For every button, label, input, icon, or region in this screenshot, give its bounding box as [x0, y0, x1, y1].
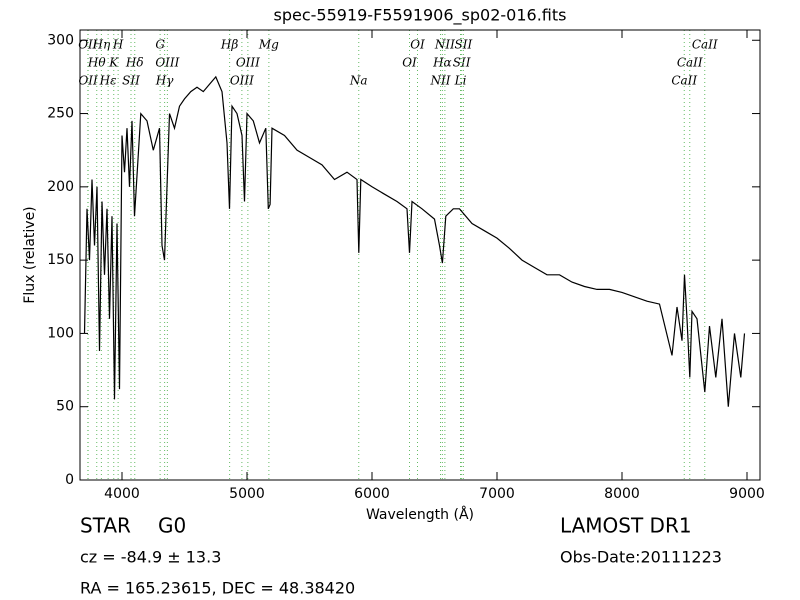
- spectral-line-label: Hθ: [87, 56, 106, 70]
- spectral-line-label: CaII: [692, 38, 718, 52]
- spectral-line-label: Hγ: [155, 74, 174, 88]
- spectral-line-label: SII: [455, 38, 473, 52]
- x-tick-label: 8000: [604, 486, 640, 502]
- spectral-line-label: G: [155, 38, 165, 52]
- y-tick-label: 200: [47, 179, 74, 195]
- spectral-line-label: Li: [454, 74, 467, 88]
- spectral-line-label: H: [112, 38, 124, 52]
- x-tick-label: 9000: [729, 486, 765, 502]
- x-tick-label: 5000: [229, 486, 265, 502]
- spectral-line-label: OIII: [155, 56, 179, 70]
- spectral-line-label: K: [108, 56, 119, 70]
- spectral-line-label: Hα: [432, 56, 452, 70]
- redshift: cz = -84.9 ± 13.3: [80, 548, 221, 567]
- spectral-line-label: Hβ: [220, 38, 238, 52]
- spectral-line-label: SII: [122, 74, 140, 88]
- y-tick-label: 250: [47, 106, 74, 122]
- x-axis-label: Wavelength (Å): [366, 506, 474, 523]
- y-tick-label: 50: [56, 399, 74, 415]
- spectral-line-label: NII: [434, 38, 455, 52]
- object-class: STAR: [80, 514, 131, 538]
- spectral-line-label: SII: [453, 56, 471, 70]
- y-tick-label: 150: [47, 252, 74, 268]
- spectral-line-label: Mg: [258, 38, 279, 52]
- spectral-line-label: NII: [430, 74, 451, 88]
- spectral-line-label: Hε: [99, 74, 117, 88]
- x-tick-label: 7000: [479, 486, 515, 502]
- coordinates: RA = 165.23615, DEC = 48.38420: [80, 579, 355, 598]
- subclass: G0: [158, 514, 186, 538]
- spectral-line-label: CaII: [671, 74, 697, 88]
- spectral-line-label: Hδ: [125, 56, 144, 70]
- x-tick-label: 6000: [354, 486, 390, 502]
- y-tick-label: 0: [65, 472, 74, 488]
- spectral-line-label: OIII: [236, 56, 260, 70]
- y-tick-label: 300: [47, 32, 74, 48]
- spectral-line-label: Na: [349, 74, 368, 88]
- obs-date: Obs-Date:20111223: [560, 548, 722, 567]
- spectral-line-label: OII: [78, 74, 98, 88]
- spectral-line-label: OI: [410, 38, 425, 52]
- chart-title: spec-55919-F5591906_sp02-016.fits: [274, 6, 567, 26]
- y-axis-label: Flux (relative): [22, 206, 38, 303]
- spectral-line-label: CaII: [677, 56, 703, 70]
- spectral-line-label: OI: [402, 56, 417, 70]
- x-tick-label: 4000: [104, 486, 140, 502]
- spectral-line-label: Hη: [92, 38, 111, 52]
- spectrum: [83, 75, 746, 407]
- spectral-line-label: OIII: [230, 74, 254, 88]
- spectral-line-label: OII: [78, 38, 98, 52]
- y-tick-label: 100: [47, 325, 74, 341]
- survey: LAMOST DR1: [560, 514, 692, 538]
- plot-frame: [79, 29, 761, 481]
